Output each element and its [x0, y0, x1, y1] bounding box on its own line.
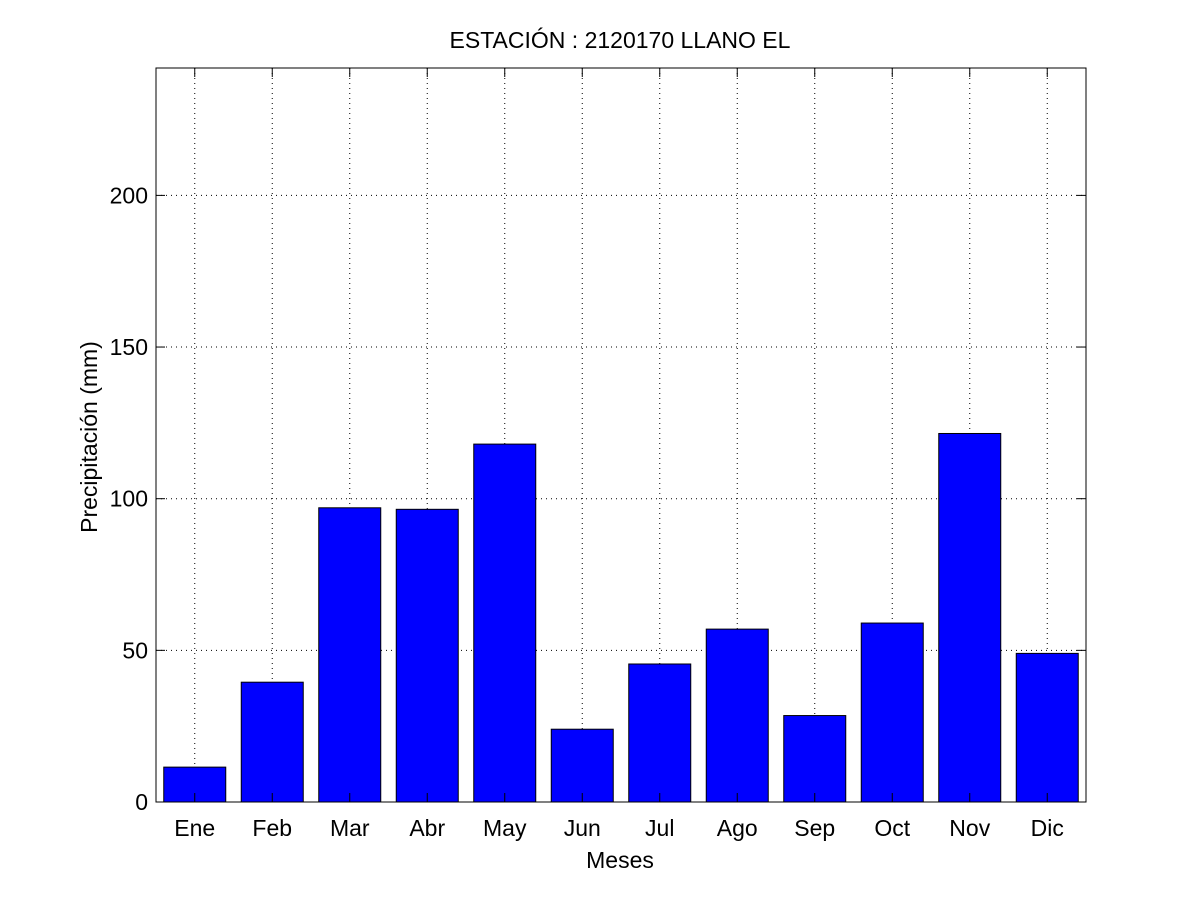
bar-oct — [860, 622, 924, 803]
x-tick-label: Nov — [949, 815, 990, 841]
y-axis-label: Precipitación (mm) — [76, 341, 102, 533]
x-tick-labels: Ene Feb Mar Abr May Jun Jul Ago Sep Oct Nov Dic — [174, 815, 1064, 841]
bar-ago — [705, 628, 769, 803]
x-tick-label: Oct — [874, 815, 910, 841]
x-tick-label: Jun — [564, 815, 601, 841]
plot-frame — [155, 67, 1087, 803]
x-tick-label: Mar — [330, 815, 370, 841]
x-axis-label: Meses — [586, 847, 654, 873]
x-tick-label: Feb — [252, 815, 292, 841]
bar-mar — [318, 507, 382, 803]
y-tick-label: 0 — [135, 789, 148, 815]
bars — [163, 432, 1079, 803]
y-tick-label: 150 — [110, 334, 148, 360]
y-tick-label: 100 — [110, 486, 148, 512]
grid-lines — [156, 68, 1086, 802]
chart-title: ESTACIÓN : 2120170 LLANO EL — [450, 27, 791, 53]
y-tick-label: 200 — [110, 182, 148, 208]
x-tick-label: Sep — [794, 815, 835, 841]
x-tick-label: Abr — [409, 815, 445, 841]
bar-feb — [240, 681, 304, 803]
bar-dic — [1015, 652, 1079, 803]
x-tick-label: May — [483, 815, 527, 841]
y-tick-labels: 0 50 100 150 200 — [110, 182, 148, 815]
bar-jun — [550, 728, 614, 803]
y-tick-label: 50 — [122, 637, 148, 663]
x-tick-label: Ene — [174, 815, 215, 841]
x-tick-label: Jul — [645, 815, 674, 841]
x-tick-label: Dic — [1031, 815, 1064, 841]
bar-nov — [938, 432, 1002, 803]
bar-abr — [395, 508, 459, 803]
x-tick-label: Ago — [717, 815, 758, 841]
bar-sep — [783, 715, 847, 803]
axis-ticks — [156, 68, 1086, 803]
bar-jul — [628, 663, 692, 803]
bar-may — [473, 443, 537, 803]
